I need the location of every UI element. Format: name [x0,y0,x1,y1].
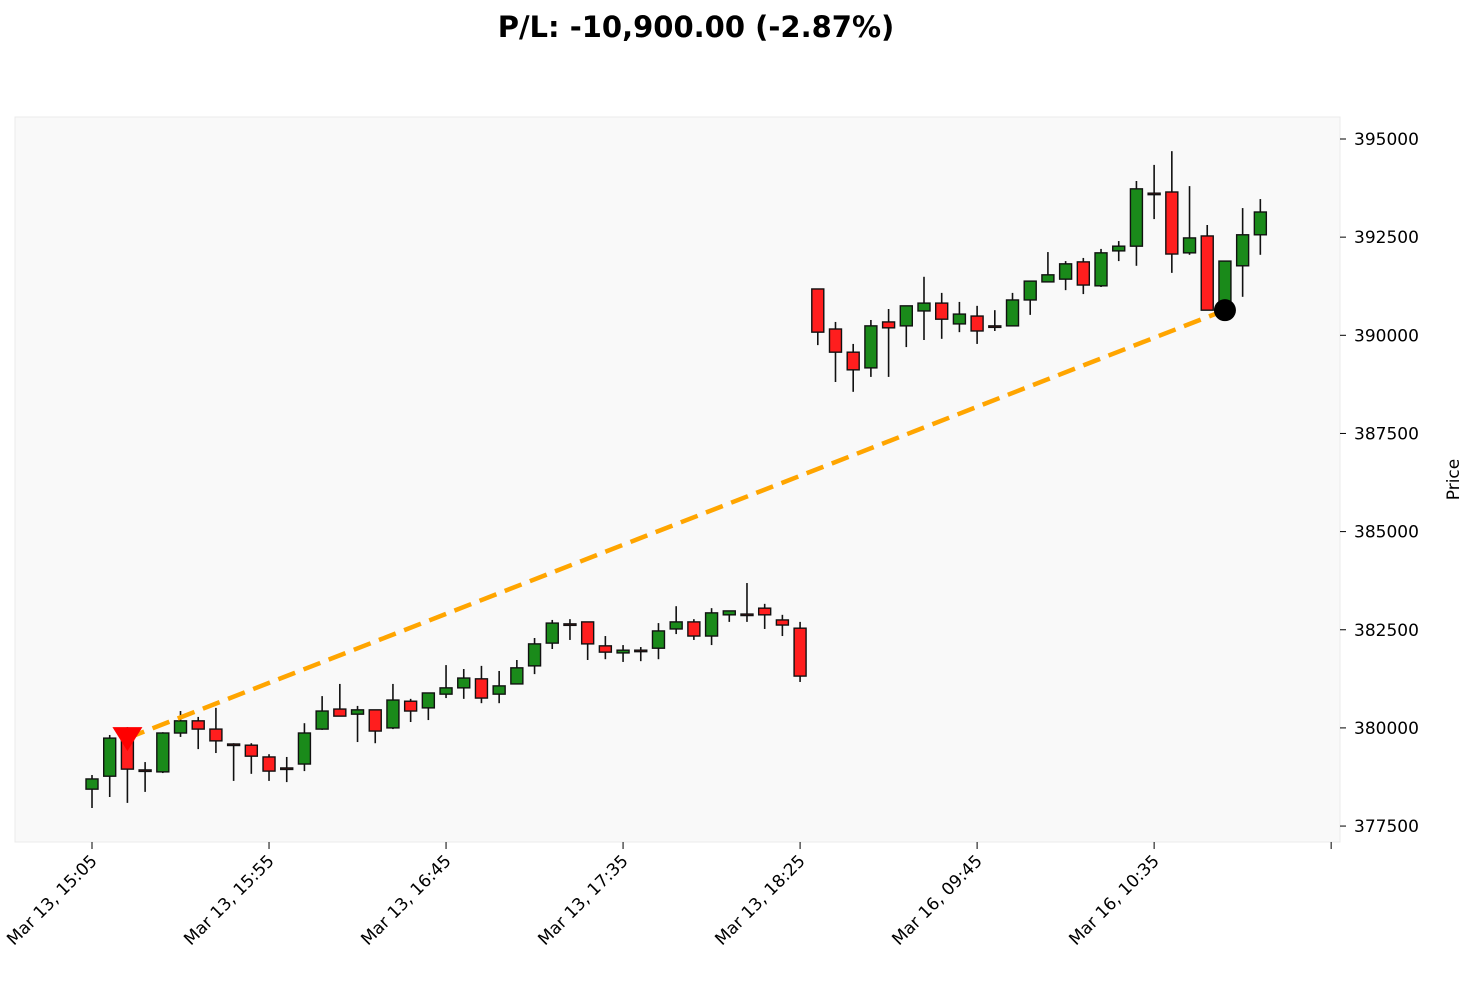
candle-down [580,621,595,645]
candle-up [917,302,931,312]
candle-down [988,325,1002,329]
candle-up [1253,211,1268,236]
candle-up [1129,188,1144,247]
y-tick-label: 377500 [1354,817,1419,837]
exit-marker-circle [1213,299,1236,322]
candle-down [403,700,418,712]
candle-up [103,737,117,777]
candle-up [1005,299,1020,327]
candle-down [474,678,489,699]
candle-down [368,709,382,732]
candle-up [315,710,329,730]
candle-up [1235,234,1250,267]
candle-down [775,619,790,626]
candle-up [1041,274,1055,283]
candle-up [545,622,559,644]
candle-up [457,677,471,689]
candle-up [864,325,878,369]
candle-down [333,708,347,717]
candle-down [280,767,294,771]
candle-down [740,613,754,617]
candle-up [1182,237,1197,254]
y-tick-label: 395000 [1354,130,1419,150]
entry-marker-triangle [112,727,143,752]
candle-down [687,621,701,637]
candle-down [970,315,984,332]
candle-up [952,313,967,325]
candle-up [1218,260,1232,303]
candle-down [191,720,205,730]
x-tick-label: Mar 13, 17:35 [534,851,632,949]
candle-down [563,623,577,627]
candle-down [811,288,825,333]
y-tick-label: 385000 [1354,523,1419,543]
candle-up [1023,280,1037,301]
candle-up [510,667,524,685]
candle-up [386,699,400,729]
candle-up [297,732,312,765]
candle-down [226,743,241,747]
candle-up [704,612,719,637]
x-tick-label: Mar 13, 15:05 [3,851,101,949]
candle-down [757,607,772,616]
candle-down [1076,261,1091,286]
candle-down [828,328,843,353]
x-tick-label: Mar 13, 18:25 [711,851,809,949]
candle-down [598,645,613,653]
candle-down [935,302,949,320]
candle-up [173,720,188,734]
candle-up [722,610,736,616]
candle-up [156,732,170,773]
candle-down [209,728,223,742]
candle-up [1094,252,1108,287]
candle-down [634,649,648,653]
x-tick-label: Mar 13, 15:55 [180,851,278,949]
x-tick-label: Mar 13, 16:45 [357,851,455,949]
candle-down [846,351,860,371]
y-tick-label: 382500 [1354,621,1419,641]
y-tick-label: 392500 [1354,228,1419,248]
y-axis-label: Price [1444,459,1464,500]
candle-up [85,778,99,790]
candle-up [616,649,630,654]
candle-up [899,305,913,327]
candle-up [439,687,453,695]
candle-down [881,321,896,329]
candle-down [244,744,259,757]
candle-up [1112,245,1126,252]
candle-down [1165,191,1179,255]
candle-up [421,692,436,709]
candle-up [527,643,542,667]
y-tick-label: 380000 [1354,719,1419,739]
candle-up [492,685,506,695]
candle-up [669,621,683,630]
candle-up [1058,263,1073,280]
y-tick-label: 387500 [1354,424,1419,444]
chart-title: P/L: -10,900.00 (-2.87%) [497,10,895,44]
candle-up [350,709,365,715]
candle-down [1147,192,1161,196]
plot-area [14,116,1341,843]
candle-down [793,627,807,677]
candle-down [262,756,276,772]
x-tick-label: Mar 16, 10:35 [1065,851,1163,949]
candle-up [651,630,666,649]
x-tick-label: Mar 16, 09:45 [888,851,986,949]
candle-down [1200,235,1214,311]
trade-line [126,308,1226,741]
y-tick-label: 390000 [1354,326,1419,346]
candle-down [138,769,152,773]
